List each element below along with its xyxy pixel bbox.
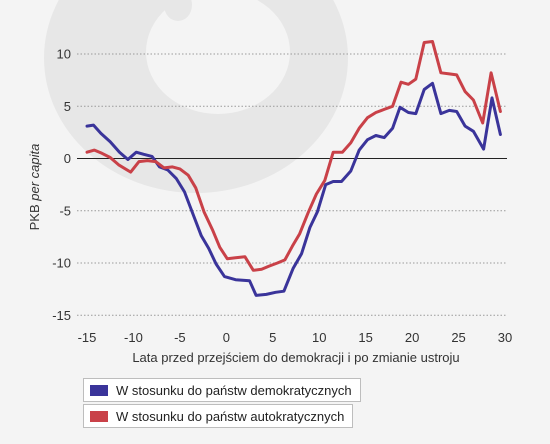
y-tick-label: 5 <box>64 99 71 114</box>
x-tick-label: -5 <box>174 330 186 345</box>
x-tick-label: 10 <box>312 330 326 345</box>
y-axis-title-italic: per capita <box>27 144 42 202</box>
x-tick-label: 25 <box>451 330 465 345</box>
y-tick-label: 10 <box>57 47 71 62</box>
legend-label-democratic: W stosunku do państw demokratycznych <box>116 382 352 398</box>
y-tick-label: -10 <box>52 256 71 271</box>
legend-item-autocratic: W stosunku do państw autokratycznych <box>83 404 354 428</box>
y-tick-label: -5 <box>59 203 71 218</box>
x-tick-label: -15 <box>78 330 97 345</box>
legend-label-autocratic: W stosunku do państw autokratycznych <box>116 408 345 424</box>
series-line-autocratic <box>85 40 502 272</box>
x-tick-label: 5 <box>269 330 276 345</box>
series-lines <box>85 40 502 297</box>
y-tick-label: -15 <box>52 308 71 323</box>
series-line-democratic <box>85 81 502 297</box>
legend-swatch-autocratic <box>90 410 108 422</box>
x-tick-label: -10 <box>124 330 143 345</box>
watermark-logo <box>44 0 348 193</box>
y-axis-title: PKB per capita <box>27 144 42 231</box>
x-tick-label: 20 <box>405 330 419 345</box>
legend-swatch-democratic <box>90 384 108 396</box>
x-tick-label: 15 <box>358 330 372 345</box>
legend-item-democratic: W stosunku do państw demokratycznych <box>83 378 361 402</box>
x-axis-title: Lata przed przejściem do demokracji i po… <box>132 350 459 365</box>
tick-labels: 10 5 0 -5 -10 -15 -15 -10 -5 0 5 10 15 20 25 30 <box>52 47 512 346</box>
y-tick-label: 0 <box>64 151 71 166</box>
y-axis-title-main: PKB <box>27 201 42 231</box>
x-tick-label: 30 <box>498 330 512 345</box>
x-tick-label: 0 <box>223 330 230 345</box>
